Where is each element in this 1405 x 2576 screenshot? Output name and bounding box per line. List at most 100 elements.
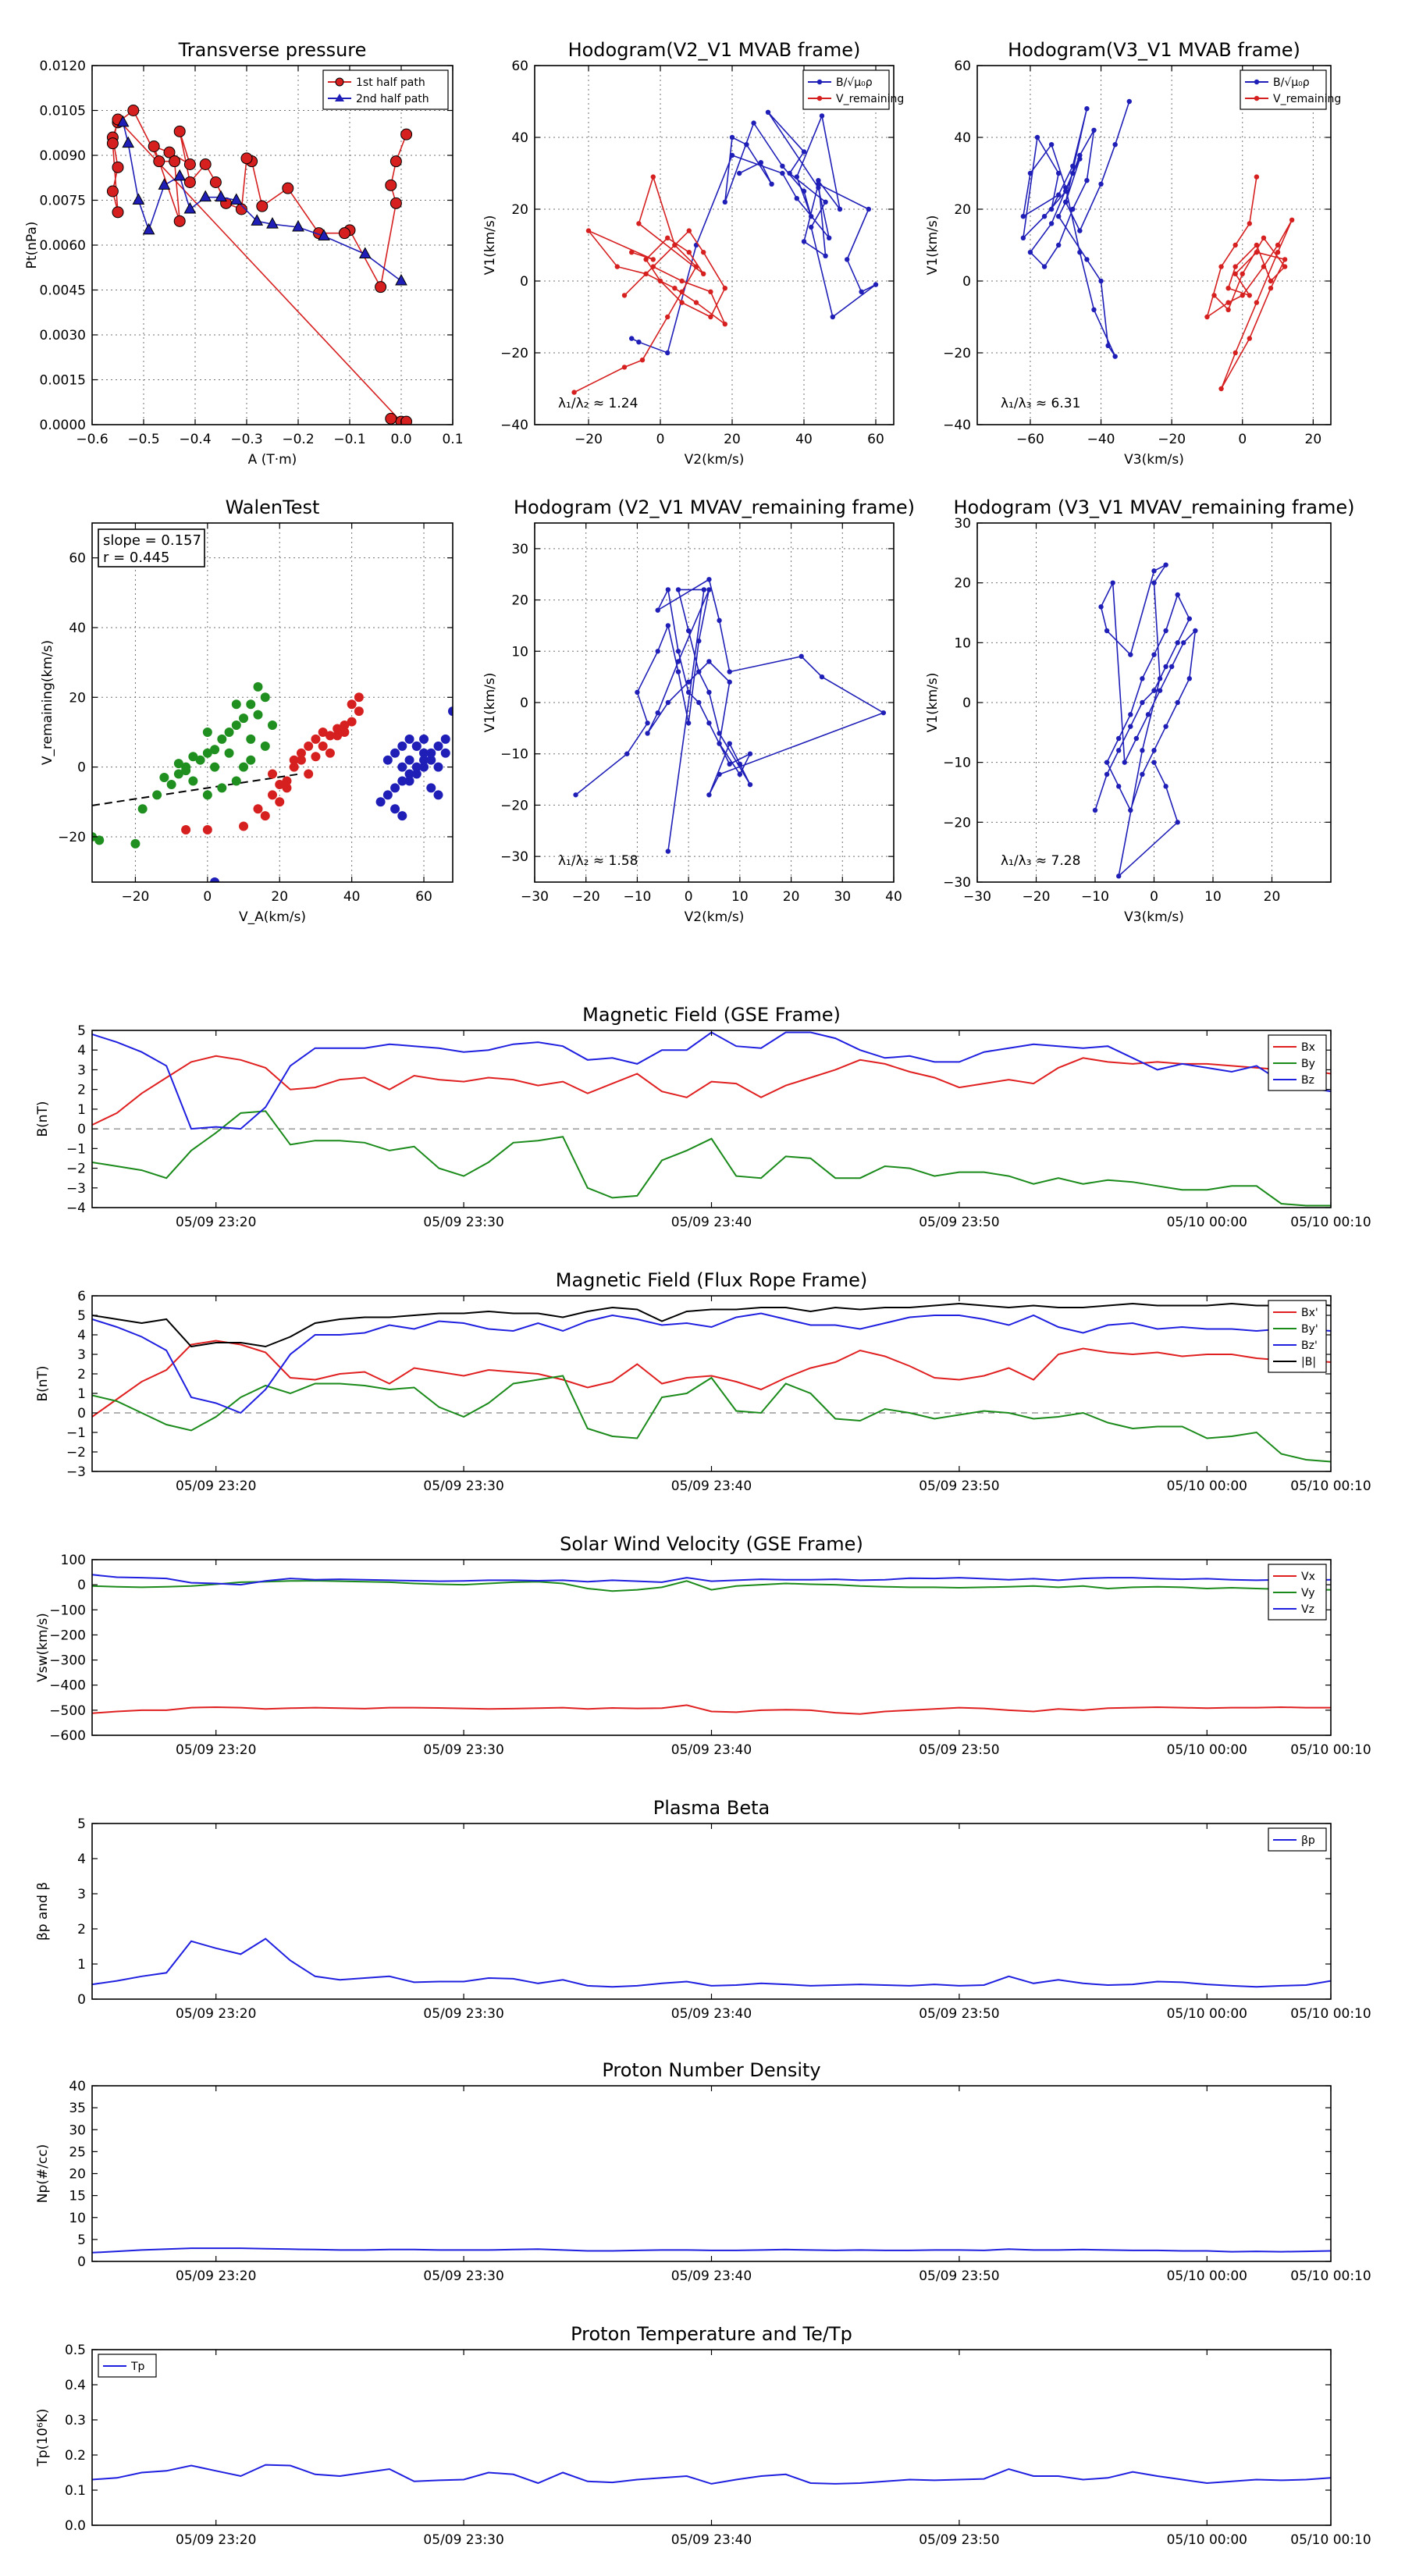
legend-label: Tp bbox=[130, 2361, 145, 2373]
data-point bbox=[210, 763, 219, 772]
x-tick-label: 05/10 00:00 bbox=[1167, 2532, 1247, 2548]
data-point bbox=[1261, 264, 1266, 269]
data-point bbox=[1163, 562, 1168, 567]
y-tick-label: 6 bbox=[77, 1289, 86, 1304]
data-point bbox=[1116, 784, 1121, 788]
data-point bbox=[1077, 228, 1082, 233]
data-point bbox=[1163, 784, 1168, 788]
data-point bbox=[759, 160, 763, 165]
data-point bbox=[643, 257, 648, 262]
data-point bbox=[706, 720, 711, 725]
x-tick-label: −0.2 bbox=[282, 432, 314, 447]
x-tick-label: −0.3 bbox=[230, 432, 262, 447]
data-point bbox=[1158, 676, 1162, 681]
data-point bbox=[390, 749, 400, 758]
legend-label: |B| bbox=[1301, 1356, 1316, 1368]
data-point bbox=[210, 177, 221, 188]
y-tick-label: 0 bbox=[520, 274, 528, 290]
data-point bbox=[1218, 386, 1223, 391]
data-point bbox=[571, 390, 576, 394]
legend-marker bbox=[817, 80, 822, 84]
data-point bbox=[159, 773, 169, 782]
magnetic-field-flux-rope-ylabel: B(nT) bbox=[35, 1365, 51, 1401]
y-tick-label: 20 bbox=[511, 202, 528, 218]
y-tick-label: 0 bbox=[77, 2254, 86, 2270]
hodogram-v3-v1-mvav-xlabel: V3(km/s) bbox=[1124, 909, 1184, 925]
hodogram-v3-v1-mvab-series-2-line bbox=[1208, 177, 1293, 389]
data-point bbox=[144, 224, 155, 234]
data-point bbox=[1128, 712, 1133, 717]
data-point bbox=[738, 772, 742, 777]
data-point bbox=[405, 735, 414, 744]
data-point bbox=[636, 221, 641, 226]
hodogram-v2-v1-mvab-ylabel: V1(km/s) bbox=[482, 215, 498, 276]
data-point bbox=[239, 713, 248, 723]
hodogram-v3-v1-mvav-series-1-line bbox=[1095, 565, 1195, 877]
y-tick-label: 15 bbox=[69, 2189, 86, 2204]
hodogram-v3-v1-mvav-annotation: λ₁/λ₃ ≈ 7.28 bbox=[1001, 853, 1080, 869]
data-point bbox=[1127, 99, 1132, 104]
data-point bbox=[1275, 250, 1280, 254]
legend-label: B/√μ₀ρ bbox=[836, 76, 873, 89]
data-point bbox=[676, 669, 681, 674]
y-tick-label: −2 bbox=[66, 1445, 86, 1461]
data-point bbox=[1176, 820, 1180, 824]
data-point bbox=[881, 710, 886, 715]
data-point bbox=[1091, 308, 1096, 312]
legend-label: Bz' bbox=[1301, 1340, 1318, 1352]
proton-number-density-ticks bbox=[92, 2086, 1331, 2261]
proton-temperature-series-1-line bbox=[92, 2465, 1331, 2484]
data-point bbox=[827, 236, 831, 240]
transverse-pressure-xlabel: A (T·m) bbox=[248, 452, 297, 468]
y-tick-label: 10 bbox=[511, 644, 528, 660]
solar-wind-velocity-plot-area bbox=[92, 1574, 1331, 1713]
data-point bbox=[1021, 214, 1026, 219]
data-point bbox=[261, 811, 270, 820]
solar-wind-velocity-series-3-line bbox=[92, 1574, 1331, 1585]
x-tick-label: 20 bbox=[1305, 432, 1322, 447]
data-point bbox=[706, 792, 711, 797]
y-tick-label: 60 bbox=[954, 59, 971, 74]
magnetic-field-gse-frame bbox=[92, 1030, 1331, 1208]
y-tick-label: 5 bbox=[77, 1023, 86, 1039]
data-point bbox=[241, 153, 252, 164]
data-point bbox=[405, 756, 414, 765]
data-point bbox=[730, 135, 735, 140]
y-tick-label: 0 bbox=[77, 1122, 86, 1137]
y-tick-label: −500 bbox=[49, 1703, 86, 1719]
y-tick-label: 0.0015 bbox=[40, 373, 86, 389]
x-tick-label: 20 bbox=[271, 889, 288, 905]
y-tick-label: −300 bbox=[49, 1653, 86, 1669]
data-point bbox=[645, 720, 649, 725]
y-tick-label: −20 bbox=[943, 346, 971, 361]
data-point bbox=[215, 191, 226, 201]
walen-test-chart: −20 0 20 40 60−200204060WalenTestV_A(km/s)V_… bbox=[40, 496, 457, 925]
x-tick-label: 05/09 23:30 bbox=[423, 1478, 503, 1494]
x-tick-label: 0 bbox=[1150, 889, 1158, 905]
x-tick-label: 05/10 00:00 bbox=[1167, 1742, 1247, 1758]
data-point bbox=[1247, 221, 1252, 226]
data-point bbox=[148, 141, 159, 152]
x-tick-label: −40 bbox=[1087, 432, 1115, 447]
plasma-beta-legend: βp bbox=[1268, 1828, 1326, 1851]
data-point bbox=[339, 228, 350, 239]
y-tick-label: 0.0075 bbox=[40, 194, 86, 209]
y-tick-label: 25 bbox=[69, 2144, 86, 2160]
walen-test-frame bbox=[92, 523, 453, 882]
data-point bbox=[717, 618, 721, 623]
y-tick-label: −600 bbox=[49, 1728, 86, 1744]
data-point bbox=[706, 587, 711, 592]
proton-number-density-chart: 05/09 23:20 05/09 23:30 05/09 23:40 05/09 2… bbox=[35, 2059, 1371, 2284]
data-point bbox=[311, 752, 320, 761]
data-point bbox=[200, 191, 211, 201]
x-tick-label: −20 bbox=[572, 889, 600, 905]
data-point bbox=[694, 264, 699, 269]
data-point bbox=[1218, 264, 1223, 269]
y-tick-label: 0.2 bbox=[65, 2448, 86, 2464]
data-point bbox=[656, 710, 660, 715]
x-tick-label: 05/10 00:00 bbox=[1167, 2268, 1247, 2284]
data-point bbox=[1225, 308, 1230, 312]
x-tick-label: −30 bbox=[963, 889, 991, 905]
data-point bbox=[1158, 688, 1162, 692]
solar-wind-velocity-chart: 05/09 23:20 05/09 23:30 05/09 23:40 05/09 2… bbox=[35, 1533, 1371, 1758]
